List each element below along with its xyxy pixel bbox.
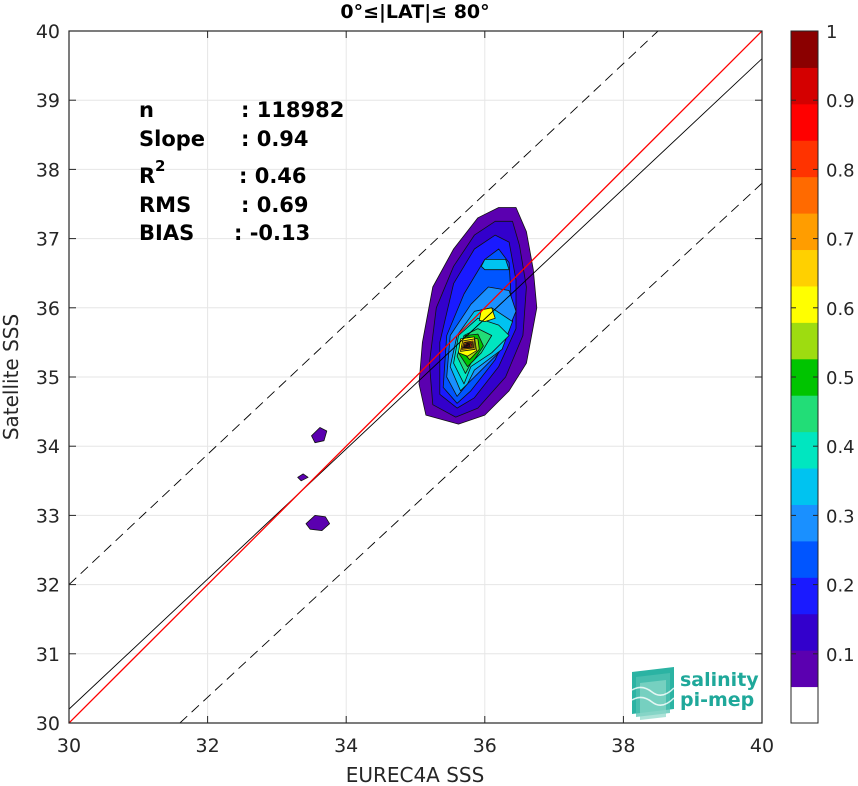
stat-rms-label: RMS	[139, 193, 191, 217]
colorbar-tick-label-4: 0.5	[826, 368, 855, 389]
colorbar-segment-5	[791, 504, 818, 541]
colorbar-segment-0	[791, 687, 818, 724]
colorbar-tick-label-0: 0.1	[826, 645, 855, 666]
x-tick-labels: 30 32 34 36 38 40	[57, 735, 774, 757]
x-tick-label-5: 40	[750, 735, 774, 757]
colorbar-segment-16	[791, 104, 818, 141]
colorbar-segment-12	[791, 250, 818, 287]
x-tick-label-0: 30	[57, 735, 81, 757]
colorbar-segment-7	[791, 432, 818, 469]
stat-r2-superscript: 2	[155, 157, 165, 175]
colorbar-segment-18	[791, 31, 818, 68]
x-tick-label-3: 36	[473, 735, 497, 757]
colorbar-segment-8	[791, 395, 818, 432]
contour-level-6-9	[481, 259, 509, 269]
colorbar-segment-3	[791, 577, 818, 614]
y-tick-labels: 30 31 32 33 34 35 36 37 38 39 40	[36, 21, 60, 735]
x-tick-label-2: 34	[334, 735, 358, 757]
colorbar-segment-6	[791, 468, 818, 505]
colorbar-tick-label-8: 0.9	[826, 91, 855, 112]
colorbar-segment-15	[791, 140, 818, 177]
stat-n-label: n	[139, 98, 154, 122]
y-tick-label-5: 35	[36, 367, 60, 389]
colorbar-tick-label-5: 0.6	[826, 299, 855, 320]
x-tick-label-4: 38	[611, 735, 635, 757]
stat-rms-value: : 0.69	[241, 193, 309, 217]
stat-r2-label: R	[139, 164, 155, 188]
stat-n-value: : 118982	[241, 98, 344, 122]
y-tick-label-4: 34	[36, 436, 60, 458]
stat-slope-label: Slope	[139, 127, 205, 151]
colorbar-segment-2	[791, 614, 818, 651]
logo-line2: pi-mep	[680, 689, 754, 711]
y-tick-label-3: 33	[36, 505, 60, 527]
colorbar-tick-label-6: 0.7	[826, 230, 855, 251]
colorbar-segment-11	[791, 286, 818, 323]
logo-line1: salinity	[680, 669, 759, 691]
y-tick-label-1: 31	[36, 644, 60, 666]
colorbar-segment-10	[791, 322, 818, 359]
x-tick-label-1: 32	[196, 735, 220, 757]
y-tick-label-6: 36	[36, 298, 60, 320]
y-axis-label: Satellite SSS	[0, 314, 23, 440]
x-axis-label: EUREC4A SSS	[346, 763, 485, 786]
y-tick-label-0: 30	[36, 713, 60, 735]
chart-title: 0°≤|LAT|≤ 80°	[340, 1, 489, 23]
colorbar-segment-1	[791, 650, 818, 687]
stat-bias-label: BIAS	[139, 221, 194, 245]
colorbar-segment-4	[791, 541, 818, 578]
chart: 0°≤|LAT|≤ 80° 30 32 34 36 38 40 3031323334353…	[0, 0, 858, 786]
colorbar-segment-13	[791, 213, 818, 250]
colorbar-segment-17	[791, 67, 818, 104]
y-tick-label-8: 38	[36, 159, 60, 181]
colorbar-segment-14	[791, 177, 818, 214]
stat-bias-value: : -0.13	[234, 221, 310, 245]
stat-slope-value: : 0.94	[241, 127, 309, 151]
colorbar-tick-label-7: 0.8	[826, 160, 855, 181]
colorbar-tick-label-1: 0.2	[826, 576, 855, 597]
logo-waves-icon	[632, 667, 674, 720]
stat-r2-value: : 0.46	[239, 164, 307, 188]
colorbar-tick-label-3: 0.4	[826, 437, 855, 458]
y-tick-label-9: 39	[36, 90, 60, 112]
y-tick-label-7: 37	[36, 229, 60, 251]
colorbar-tick-label-9: 1	[826, 22, 837, 43]
y-tick-label-10: 40	[36, 21, 60, 43]
colorbar-tick-label-2: 0.3	[826, 506, 855, 527]
y-tick-label-2: 32	[36, 575, 60, 597]
